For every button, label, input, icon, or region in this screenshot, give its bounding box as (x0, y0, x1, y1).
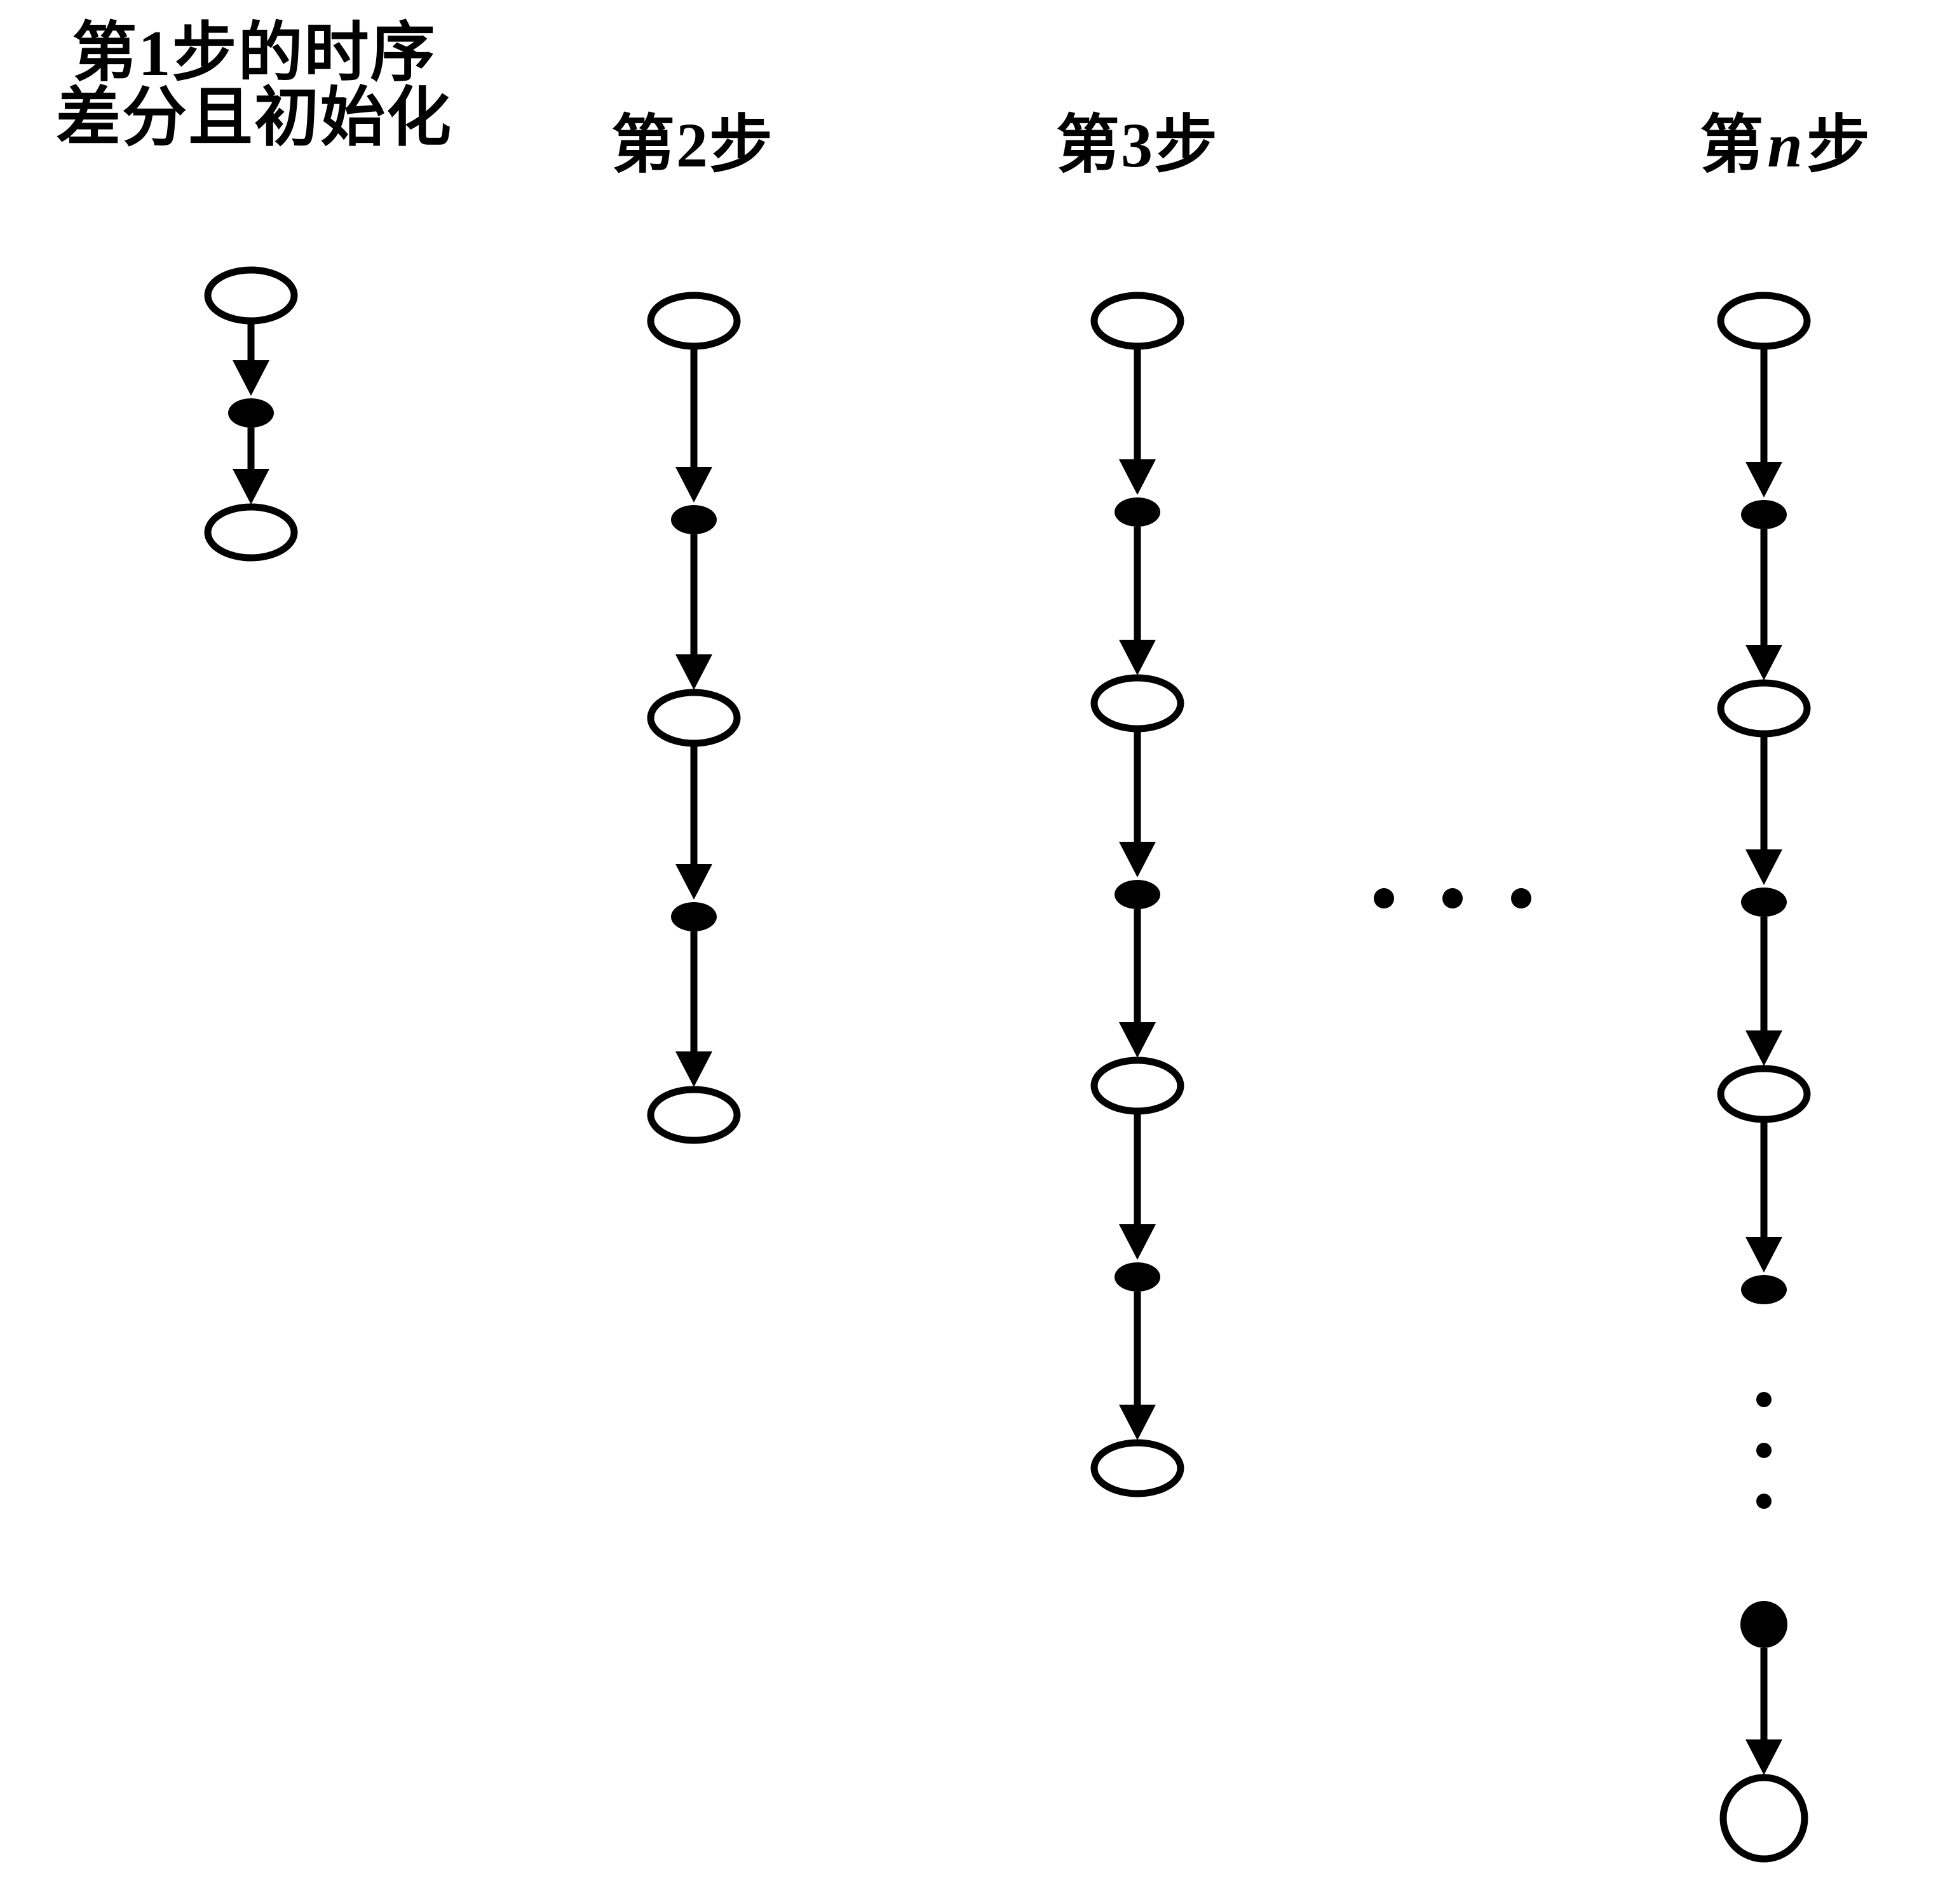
horizontal-ellipsis-dot (1374, 888, 1394, 908)
arrowhead-down-icon (675, 864, 712, 900)
action-node (228, 398, 274, 428)
horizontal-ellipsis-dot (1511, 888, 1531, 908)
arrowhead-down-icon (1119, 1405, 1156, 1440)
arrowhead-down-icon (233, 360, 269, 396)
arrowhead-down-icon (1745, 1739, 1782, 1775)
column-label-step-1: 第1步的时序 差分且初始化 (3, 22, 505, 151)
column-label-step-3: 第3步 (1056, 110, 1219, 180)
state-node (647, 1086, 741, 1144)
terminal-state-node (1719, 1774, 1808, 1863)
action-node (1741, 888, 1787, 917)
state-node (1717, 1065, 1811, 1123)
column-label-step-n: 第n步 (1671, 113, 1900, 178)
arrowhead-down-icon (1119, 1224, 1156, 1260)
arrowhead-down-icon (1119, 640, 1156, 675)
state-node (647, 689, 741, 747)
arrowhead-down-icon (675, 1051, 712, 1087)
state-node (204, 503, 298, 562)
arrowhead-down-icon (1745, 462, 1782, 497)
label-stepn-variable: n (1767, 110, 1804, 180)
arrowhead-down-icon (1745, 849, 1782, 885)
arrowhead-down-icon (1119, 1022, 1156, 1058)
arrowhead-down-icon (675, 467, 712, 503)
vertical-ellipsis-dot (1756, 1392, 1772, 1407)
arrowhead-down-icon (233, 469, 269, 504)
vertical-ellipsis-dot (1756, 1443, 1772, 1458)
state-node (1717, 292, 1811, 350)
state-node (1090, 674, 1184, 733)
arrowhead-down-icon (1745, 1237, 1782, 1273)
state-node (1090, 1057, 1184, 1115)
horizontal-ellipsis-dot (1442, 888, 1463, 908)
state-node (1717, 679, 1811, 738)
arrowhead-down-icon (675, 654, 712, 690)
action-node (1115, 880, 1160, 909)
label-step1-line1: 第1步的时序 (72, 18, 437, 90)
action-node (1741, 1275, 1787, 1304)
arrowhead-down-icon (1745, 645, 1782, 680)
arrowhead-down-icon (1119, 842, 1156, 877)
state-node (204, 266, 298, 325)
arrowhead-down-icon (1119, 459, 1156, 495)
label-step1-line2: 差分且初始化 (56, 83, 452, 154)
action-node (671, 505, 717, 534)
action-node (1741, 500, 1787, 529)
action-node (1740, 1601, 1787, 1648)
label-stepn-prefix: 第 (1700, 110, 1765, 180)
state-node (1090, 292, 1184, 350)
action-node (1115, 497, 1160, 527)
label-stepn-suffix: 步 (1806, 110, 1871, 180)
vertical-ellipsis-dot (1756, 1494, 1772, 1509)
column-label-step-2: 第2步 (611, 110, 774, 180)
arrowhead-down-icon (1745, 1030, 1782, 1066)
action-node (671, 902, 717, 931)
state-node (1090, 1439, 1184, 1497)
state-node (647, 292, 741, 350)
action-node (1115, 1262, 1160, 1292)
